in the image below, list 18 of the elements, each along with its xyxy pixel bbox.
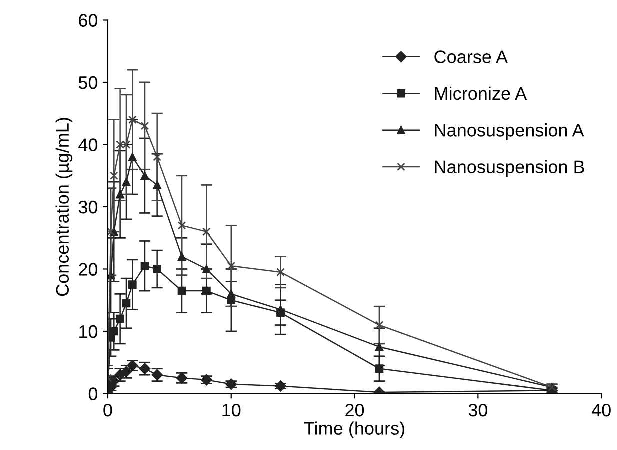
y-tick-label: 20 bbox=[79, 263, 98, 276]
y-tick-label: 60 bbox=[79, 14, 98, 27]
legend-label: Nanosuspension A bbox=[435, 124, 584, 140]
y-tick-label: 10 bbox=[80, 325, 98, 338]
y-axis-title: Concentration (µg/mL) bbox=[56, 118, 73, 296]
legend-label: Micronize A bbox=[435, 86, 528, 100]
y-tick-label: 0 bbox=[88, 388, 98, 400]
y-tick-label: 50 bbox=[78, 76, 98, 90]
y-tick-label: 40 bbox=[78, 138, 98, 152]
x-tick-label: 30 bbox=[468, 404, 488, 417]
legend-label: Coarse A bbox=[434, 50, 508, 64]
x-axis-title: Time (hours) bbox=[304, 422, 404, 439]
legend-label: Nanosuspension B bbox=[435, 160, 584, 178]
x-tick-label: 10 bbox=[222, 404, 241, 417]
x-tick-label: 40 bbox=[592, 404, 611, 417]
x-tick-label: 0 bbox=[104, 404, 112, 417]
y-tick-label: 30 bbox=[78, 200, 98, 214]
x-tick-label: 20 bbox=[346, 404, 364, 417]
